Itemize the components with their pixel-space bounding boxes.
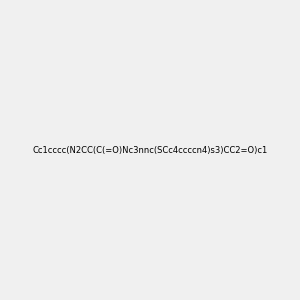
Text: Cc1cccc(N2CC(C(=O)Nc3nnc(SCc4ccccn4)s3)CC2=O)c1: Cc1cccc(N2CC(C(=O)Nc3nnc(SCc4ccccn4)s3)C… [32, 146, 268, 154]
